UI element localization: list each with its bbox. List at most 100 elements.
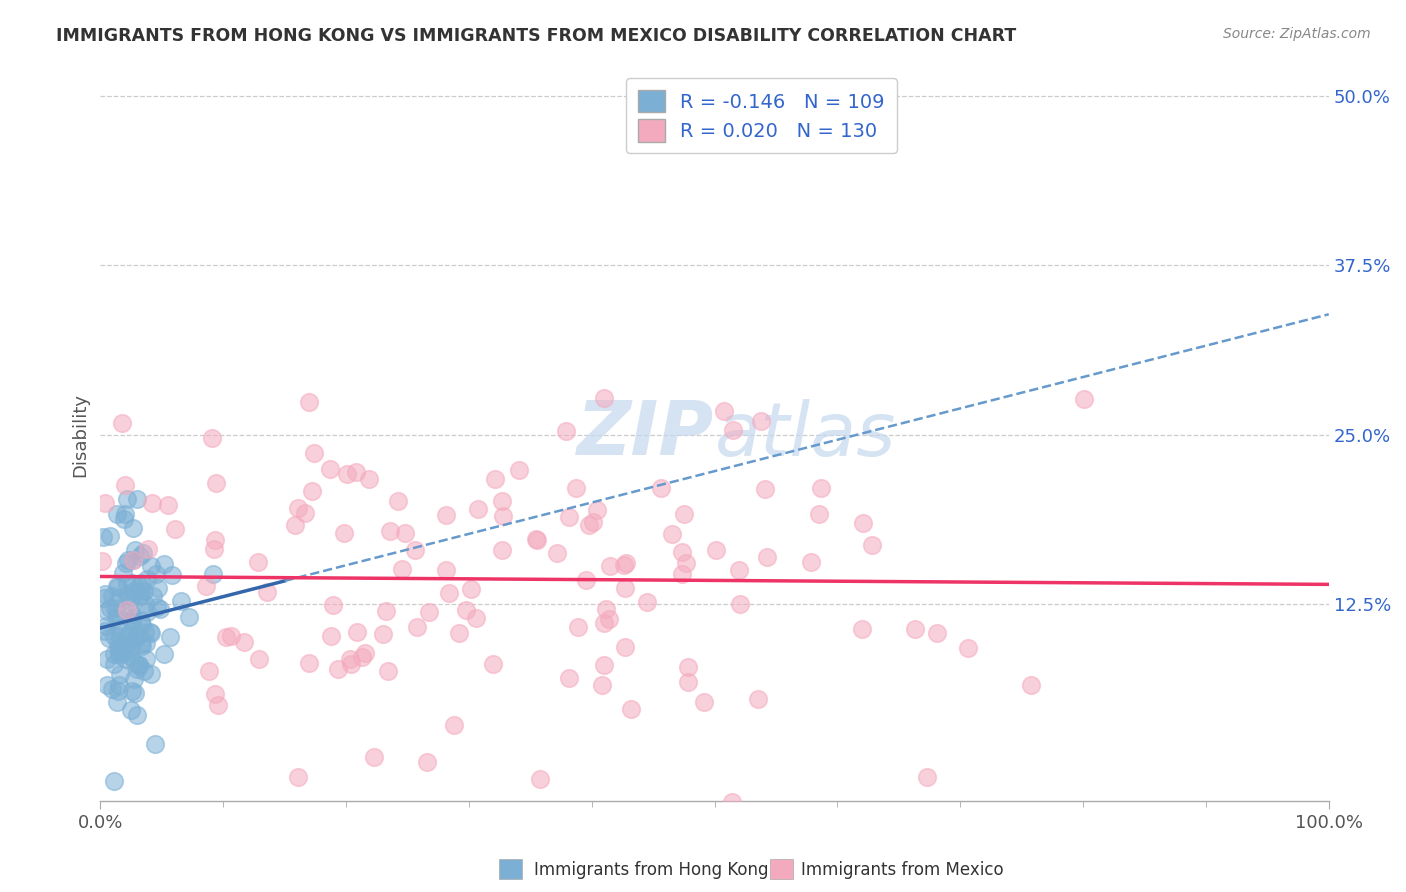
Point: [721, 424, 744, 438]
Point: [195, 579, 218, 593]
Point: [492, 509, 515, 524]
Point: [357, 472, 380, 486]
Point: [675, 556, 697, 570]
Point: [170, 594, 193, 608]
Point: [464, 611, 486, 625]
Point: [141, 496, 163, 510]
Point: [142, 589, 165, 603]
Point: [107, 617, 129, 632]
Legend: R = -0.146   N = 109, R = 0.020   N = 130: R = -0.146 N = 109, R = 0.020 N = 130: [626, 78, 897, 153]
Point: [120, 607, 142, 622]
Point: [121, 615, 143, 629]
Point: [117, 588, 139, 602]
Point: [117, 603, 139, 617]
Point: [558, 672, 581, 686]
Point: [555, 424, 578, 438]
Point: [394, 525, 416, 540]
Text: Source: ZipAtlas.com: Source: ZipAtlas.com: [1223, 27, 1371, 41]
Point: [302, 446, 325, 460]
Point: [96, 678, 118, 692]
Point: [96, 604, 118, 618]
Point: [582, 515, 605, 529]
Point: [122, 553, 145, 567]
Point: [339, 657, 361, 671]
Point: [110, 629, 132, 643]
Point: [120, 639, 142, 653]
Point: [851, 622, 873, 636]
Point: [564, 482, 586, 496]
Point: [120, 641, 142, 656]
Point: [135, 636, 157, 650]
Point: [101, 682, 124, 697]
Point: [246, 555, 269, 569]
Point: [107, 580, 129, 594]
Point: [127, 663, 149, 677]
Point: [125, 708, 148, 723]
Point: [800, 555, 823, 569]
Point: [105, 605, 128, 619]
Point: [354, 646, 377, 660]
Point: [546, 546, 568, 560]
Point: [747, 692, 769, 706]
Point: [125, 830, 148, 844]
Point: [139, 666, 162, 681]
Point: [153, 647, 176, 661]
Point: [344, 465, 367, 479]
Point: [484, 471, 506, 485]
Point: [592, 616, 614, 631]
Point: [405, 620, 427, 634]
Point: [704, 543, 727, 558]
Point: [298, 656, 321, 670]
Point: [336, 467, 359, 481]
Point: [122, 672, 145, 686]
Point: [128, 549, 150, 563]
Point: [671, 544, 693, 558]
Point: [122, 553, 145, 567]
Point: [134, 624, 156, 639]
Point: [678, 675, 700, 690]
Point: [118, 591, 141, 605]
Point: [110, 667, 132, 681]
Point: [418, 605, 440, 619]
Point: [614, 640, 637, 655]
Point: [636, 595, 658, 609]
Point: [672, 508, 695, 522]
Point: [613, 558, 636, 573]
Point: [108, 591, 131, 606]
Point: [298, 395, 321, 409]
Point: [105, 695, 128, 709]
Point: [491, 494, 513, 508]
Point: [904, 622, 927, 636]
Point: [94, 587, 117, 601]
Point: [957, 640, 980, 655]
Point: [121, 684, 143, 698]
Point: [728, 598, 751, 612]
Point: [319, 629, 342, 643]
Point: [128, 579, 150, 593]
Point: [756, 549, 779, 564]
Point: [98, 600, 121, 615]
Point: [129, 637, 152, 651]
Point: [482, 657, 505, 672]
Point: [454, 603, 477, 617]
Point: [318, 462, 340, 476]
Point: [136, 541, 159, 556]
Point: [676, 660, 699, 674]
Point: [728, 563, 751, 577]
Point: [301, 483, 323, 498]
Point: [713, 403, 735, 417]
Point: [333, 526, 356, 541]
Point: [122, 584, 145, 599]
Point: [619, 702, 641, 716]
Point: [112, 512, 135, 526]
Point: [139, 625, 162, 640]
Point: [852, 516, 875, 530]
Point: [117, 632, 139, 646]
Point: [436, 563, 458, 577]
Point: [103, 629, 125, 643]
Point: [93, 496, 115, 510]
Point: [165, 522, 187, 536]
Point: [129, 575, 152, 590]
Point: [467, 502, 489, 516]
Point: [524, 533, 547, 547]
